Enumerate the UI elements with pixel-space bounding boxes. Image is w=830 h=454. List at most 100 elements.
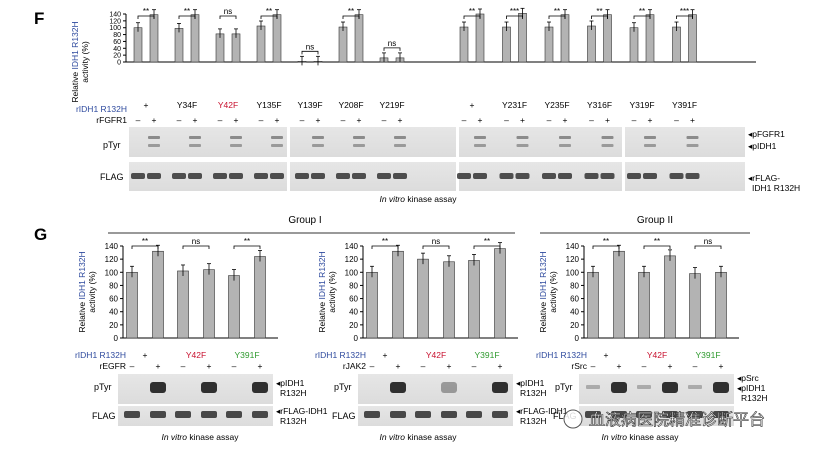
g-kinase-plus: + (617, 361, 622, 371)
g-y-tick-label: 20 (109, 321, 118, 330)
f-caption: In vitro kinase assay (379, 194, 457, 204)
g-bar (126, 271, 138, 339)
g-mutant-label: + (383, 350, 388, 360)
f-kinase-plus: + (152, 115, 157, 125)
g-ylabel-enzyme: IDH1 R132H (77, 251, 87, 299)
g-sig-label: ** (382, 237, 388, 246)
g-enzyme-row-label-a: rIDH1 (315, 350, 337, 360)
f-band-pidh1 (312, 144, 324, 147)
g-band-pidh1 (611, 382, 627, 393)
f-mutant-label: Y231F (502, 100, 527, 110)
f-blot-area: pTyr FLAG ◂pFGFR1 ◂pIDH1 ◂rFLAG- IDH1 R1… (100, 127, 800, 193)
g-caption-left-italic: In vitro (161, 432, 187, 442)
g-blot-ptyr-label: pTyr (94, 382, 112, 392)
g-bar (177, 270, 189, 339)
f-lane-labels: +– +Y34F– +Y42F– +Y135F– +Y139F– +Y208F– +Y219… (136, 100, 697, 125)
f-bar (603, 14, 612, 63)
f-band-flag (270, 173, 284, 179)
g-y-tick-label: 0 (575, 334, 580, 343)
f-sig-label: ns (306, 42, 314, 51)
g-kinase-plus: + (719, 361, 724, 371)
f-enzyme-row-label: rIDH1 R132H (76, 104, 127, 114)
f-sig-bracket (506, 15, 523, 19)
f-mutant-label: Y208F (338, 100, 363, 110)
g-kinase-row-label: rEGFR (100, 361, 126, 371)
f-y-tick-label: 100 (109, 25, 121, 32)
f-band-flag (336, 173, 350, 179)
f-bar (560, 14, 570, 63)
g-band-flag (175, 411, 191, 418)
f-mutant-label: Y135F (256, 100, 281, 110)
g-y-tick-label: 20 (570, 321, 579, 330)
g-ylabel-line2: activity (%) (327, 271, 337, 313)
f-mutant-label: + (470, 100, 475, 110)
g-band-pidh1 (441, 382, 457, 393)
f-band-pfgfr1 (230, 136, 242, 139)
f-kinase-plus: + (648, 115, 653, 125)
f-y-tick-label: 40 (113, 46, 121, 53)
f-bar (502, 26, 511, 63)
g-ylabel-line1: Relative IDH1 R132H (317, 251, 327, 332)
f-ylabel-prefix: Relative (70, 70, 80, 103)
f-band-pfgfr1 (312, 136, 324, 139)
g-sig-bracket (592, 245, 620, 249)
f-band-pfgfr1 (686, 136, 699, 139)
g-caption-mid-rest: kinase assay (405, 432, 457, 442)
g-mutant-label: Y391F (695, 350, 720, 360)
g-kinase-minus: – (130, 361, 135, 371)
f-mutant-label: Y42F (218, 100, 238, 110)
panel-f: F Relative IDH1 R132H activity (%) 02040… (34, 7, 800, 204)
f-band-pfgfr1 (271, 136, 283, 139)
g-kinase-plus: + (447, 361, 452, 371)
panel-g-label: G (34, 225, 47, 244)
f-band-pidh1 (644, 144, 656, 147)
g-bar (613, 250, 625, 339)
g-blot-flag-strip (118, 406, 273, 426)
f-bar (459, 26, 469, 63)
f-band-pfgfr1 (394, 136, 406, 139)
svg-text:Relative IDH1 R132H: Relative IDH1 R132H (70, 21, 80, 102)
f-legend-pfgfr1: ◂pFGFR1 (748, 129, 785, 139)
g-bar (152, 250, 164, 339)
g-legend-pidh1: ◂pIDH1 (276, 378, 305, 388)
f-band-flag (473, 173, 487, 179)
g-y-tick-label: 100 (105, 268, 119, 277)
g-kinase-plus: + (207, 361, 212, 371)
g-ylabel-enzyme: IDH1 R132H (538, 251, 548, 299)
g-ylabel-line2: activity (%) (87, 271, 97, 313)
f-sig-label: ** (639, 7, 645, 16)
f-kinase-minus: – (589, 115, 594, 125)
f-bar (629, 27, 639, 63)
f-sig-bracket (301, 50, 319, 55)
g-sig-label: ** (142, 237, 148, 246)
f-band-flag (515, 173, 530, 179)
g-blot-ptyr-strip (118, 374, 273, 404)
g-y-tick-label: 40 (109, 308, 118, 317)
f-band-flag (393, 173, 407, 179)
f-kinase-plus: + (398, 115, 403, 125)
g-kinase-minus: – (181, 361, 186, 371)
g-legend-psrc: ◂pSrc (737, 373, 759, 383)
g-sig-bracket (131, 245, 159, 249)
g-kinase-minus: – (472, 361, 477, 371)
g-blot-flag-label: FLAG (92, 411, 116, 421)
f-band-flag (643, 173, 657, 179)
f-sig-label: *** (510, 7, 519, 16)
g-ylabel-line2: activity (%) (548, 271, 558, 313)
f-kinase-minus: – (218, 115, 223, 125)
f-sig-bracket (591, 15, 608, 19)
g-blot-ptyr-label: pTyr (334, 382, 352, 392)
f-mutant-label: Y235F (544, 100, 569, 110)
g-bar (664, 255, 676, 339)
panel-g: G Group I Group II Relative IDH1 R132H ac… (34, 215, 767, 442)
f-sig-label: ** (184, 7, 190, 16)
g-kinase-minus: – (693, 361, 698, 371)
g-sig-label: ** (484, 237, 490, 246)
g-caption-right-rest: kinase assay (627, 432, 679, 442)
f-blot-ptyr-label: pTyr (103, 140, 121, 150)
g-band-flag (124, 411, 140, 418)
g-mutant-label: + (143, 350, 148, 360)
f-y-tick-label: 20 (113, 53, 121, 60)
